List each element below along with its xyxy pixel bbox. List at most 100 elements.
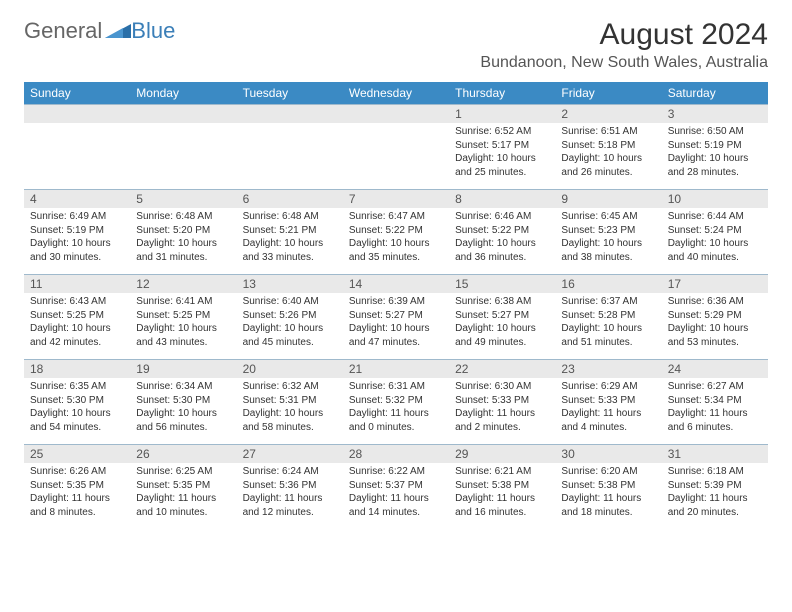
sunrise-text: Sunrise: 6:45 AM [561,210,655,224]
daylight-text: Daylight: 10 hours and 40 minutes. [668,237,762,264]
day-info: Sunrise: 6:26 AMSunset: 5:35 PMDaylight:… [24,463,130,521]
sunset-text: Sunset: 5:39 PM [668,479,762,493]
sunrise-text: Sunrise: 6:52 AM [455,125,549,139]
day-number: 30 [555,445,661,463]
sunrise-text: Sunrise: 6:25 AM [136,465,230,479]
logo: General Blue [24,18,175,44]
calendar-day-cell: 6 Sunrise: 6:48 AMSunset: 5:21 PMDaylight… [237,190,343,275]
day-number: 29 [449,445,555,463]
weekday-header: Tuesday [237,82,343,105]
day-info: Sunrise: 6:34 AMSunset: 5:30 PMDaylight:… [130,378,236,436]
day-number: 6 [237,190,343,208]
weekday-header: Thursday [449,82,555,105]
sunset-text: Sunset: 5:35 PM [30,479,124,493]
sunrise-text: Sunrise: 6:41 AM [136,295,230,309]
daylight-text: Daylight: 10 hours and 58 minutes. [243,407,337,434]
daylight-text: Daylight: 10 hours and 31 minutes. [136,237,230,264]
sunrise-text: Sunrise: 6:46 AM [455,210,549,224]
sunset-text: Sunset: 5:19 PM [668,139,762,153]
calendar-day-cell: 26Sunrise: 6:25 AMSunset: 5:35 PMDayligh… [130,445,236,530]
weekday-header: Friday [555,82,661,105]
calendar-week-row: 25Sunrise: 6:26 AMSunset: 5:35 PMDayligh… [24,445,768,530]
calendar-week-row: 4Sunrise: 6:49 AMSunset: 5:19 PMDaylight… [24,190,768,275]
calendar-table: SundayMondayTuesdayWednesdayThursdayFrid… [24,82,768,530]
daylight-text: Daylight: 10 hours and 56 minutes. [136,407,230,434]
day-info: Sunrise: 6:40 AMSunset: 5:26 PMDaylight:… [237,293,343,351]
day-number: 4 [24,190,130,208]
sunset-text: Sunset: 5:27 PM [349,309,443,323]
day-number: 27 [237,445,343,463]
calendar-day-cell: 30Sunrise: 6:20 AMSunset: 5:38 PMDayligh… [555,445,661,530]
sunrise-text: Sunrise: 6:38 AM [455,295,549,309]
sunset-text: Sunset: 5:17 PM [455,139,549,153]
day-number: 20 [237,360,343,378]
sunrise-text: Sunrise: 6:49 AM [30,210,124,224]
daylight-text: Daylight: 10 hours and 36 minutes. [455,237,549,264]
calendar-day-cell: 5Sunrise: 6:48 AMSunset: 5:20 PMDaylight… [130,190,236,275]
sunrise-text: Sunrise: 6:29 AM [561,380,655,394]
sunset-text: Sunset: 5:18 PM [561,139,655,153]
sunset-text: Sunset: 5:24 PM [668,224,762,238]
sunrise-text: Sunrise: 6:20 AM [561,465,655,479]
sunrise-text: Sunrise: 6:21 AM [455,465,549,479]
day-info: Sunrise: 6:46 AMSunset: 5:22 PMDaylight:… [449,208,555,266]
calendar-empty-cell [24,105,130,190]
sunrise-text: Sunrise: 6:47 AM [349,210,443,224]
calendar-day-cell: 1Sunrise: 6:52 AMSunset: 5:17 PMDaylight… [449,105,555,190]
weekday-header: Saturday [662,82,768,105]
calendar-day-cell: 20Sunrise: 6:32 AMSunset: 5:31 PMDayligh… [237,360,343,445]
calendar-page: General Blue August 2024 Bundanoon, New … [0,0,792,548]
location-subtitle: Bundanoon, New South Wales, Australia [480,54,768,72]
sunrise-text: Sunrise: 6:34 AM [136,380,230,394]
day-number: 31 [662,445,768,463]
daylight-text: Daylight: 10 hours and 43 minutes. [136,322,230,349]
calendar-day-cell: 16Sunrise: 6:37 AMSunset: 5:28 PMDayligh… [555,275,661,360]
daylight-text: Daylight: 11 hours and 20 minutes. [668,492,762,519]
day-number: 3 [662,105,768,123]
sunrise-text: Sunrise: 6:39 AM [349,295,443,309]
calendar-day-cell: 3Sunrise: 6:50 AMSunset: 5:19 PMDaylight… [662,105,768,190]
day-number: 19 [130,360,236,378]
day-number: 23 [555,360,661,378]
month-title: August 2024 [480,18,768,52]
daylight-text: Daylight: 11 hours and 4 minutes. [561,407,655,434]
day-number: 7 [343,190,449,208]
sunset-text: Sunset: 5:21 PM [243,224,337,238]
header: General Blue August 2024 Bundanoon, New … [24,18,768,72]
calendar-day-cell: 21Sunrise: 6:31 AMSunset: 5:32 PMDayligh… [343,360,449,445]
calendar-day-cell: 17Sunrise: 6:36 AMSunset: 5:29 PMDayligh… [662,275,768,360]
sunset-text: Sunset: 5:25 PM [136,309,230,323]
sunrise-text: Sunrise: 6:26 AM [30,465,124,479]
sunrise-text: Sunrise: 6:44 AM [668,210,762,224]
daylight-text: Daylight: 11 hours and 6 minutes. [668,407,762,434]
sunset-text: Sunset: 5:22 PM [455,224,549,238]
sunset-text: Sunset: 5:38 PM [455,479,549,493]
sunrise-text: Sunrise: 6:31 AM [349,380,443,394]
weekday-header: Monday [130,82,236,105]
sunrise-text: Sunrise: 6:27 AM [668,380,762,394]
sunrise-text: Sunrise: 6:48 AM [243,210,337,224]
day-number: 25 [24,445,130,463]
sunrise-text: Sunrise: 6:37 AM [561,295,655,309]
calendar-day-cell: 24Sunrise: 6:27 AMSunset: 5:34 PMDayligh… [662,360,768,445]
sunset-text: Sunset: 5:20 PM [136,224,230,238]
day-info: Sunrise: 6:20 AMSunset: 5:38 PMDaylight:… [555,463,661,521]
day-info: Sunrise: 6:45 AMSunset: 5:23 PMDaylight:… [555,208,661,266]
sunrise-text: Sunrise: 6:32 AM [243,380,337,394]
sunrise-text: Sunrise: 6:40 AM [243,295,337,309]
daylight-text: Daylight: 10 hours and 33 minutes. [243,237,337,264]
day-number-empty [130,105,236,123]
calendar-day-cell: 10Sunrise: 6:44 AMSunset: 5:24 PMDayligh… [662,190,768,275]
sunset-text: Sunset: 5:34 PM [668,394,762,408]
sunrise-text: Sunrise: 6:43 AM [30,295,124,309]
daylight-text: Daylight: 10 hours and 42 minutes. [30,322,124,349]
daylight-text: Daylight: 10 hours and 49 minutes. [455,322,549,349]
day-info: Sunrise: 6:31 AMSunset: 5:32 PMDaylight:… [343,378,449,436]
sunset-text: Sunset: 5:33 PM [455,394,549,408]
day-info: Sunrise: 6:30 AMSunset: 5:33 PMDaylight:… [449,378,555,436]
calendar-week-row: 1Sunrise: 6:52 AMSunset: 5:17 PMDaylight… [24,105,768,190]
daylight-text: Daylight: 11 hours and 16 minutes. [455,492,549,519]
weekday-header: Sunday [24,82,130,105]
daylight-text: Daylight: 11 hours and 2 minutes. [455,407,549,434]
sunset-text: Sunset: 5:22 PM [349,224,443,238]
